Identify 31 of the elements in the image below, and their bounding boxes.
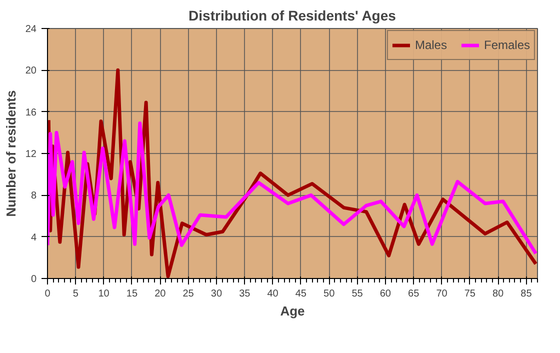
x-tick-label: 45 bbox=[295, 288, 307, 300]
x-tick-label: 60 bbox=[380, 288, 392, 300]
x-tick-label: 40 bbox=[267, 288, 279, 300]
x-tick-label: 65 bbox=[408, 288, 420, 300]
y-tick-label: 24 bbox=[25, 24, 37, 35]
line-series bbox=[48, 122, 538, 256]
x-tick-label: 15 bbox=[126, 288, 138, 300]
x-axis-title: Age bbox=[280, 304, 305, 318]
x-tick-label: 25 bbox=[182, 288, 194, 300]
x-tick-label: 85 bbox=[520, 288, 532, 300]
chart-title: Distribution of Residents' Ages bbox=[188, 8, 396, 24]
y-tick-label: 12 bbox=[25, 149, 37, 160]
y-tick-label: 4 bbox=[30, 232, 37, 244]
x-tick-label: 50 bbox=[324, 288, 336, 300]
y-tick-label: 8 bbox=[30, 190, 37, 202]
x-tick-label: 55 bbox=[352, 288, 364, 300]
x-tick-label: 80 bbox=[492, 288, 504, 300]
y-tick-label: 20 bbox=[25, 66, 37, 77]
y-axis-title: Number of residents bbox=[3, 90, 18, 217]
x-tick-label: 5 bbox=[72, 288, 79, 300]
x-tick-label: 75 bbox=[464, 288, 476, 300]
y-tick-label: 0 bbox=[30, 274, 37, 285]
y-tick-label: 16 bbox=[25, 107, 37, 118]
x-tick-label: 35 bbox=[239, 288, 251, 300]
legend-label: Females bbox=[484, 38, 530, 52]
x-tick-label: 70 bbox=[436, 288, 448, 300]
legend-label: Males bbox=[414, 38, 447, 52]
x-tick-label: 30 bbox=[210, 288, 222, 300]
x-tick-label: 20 bbox=[154, 288, 166, 300]
x-tick-label: 10 bbox=[98, 288, 110, 300]
x-tick-label: 0 bbox=[44, 288, 51, 300]
